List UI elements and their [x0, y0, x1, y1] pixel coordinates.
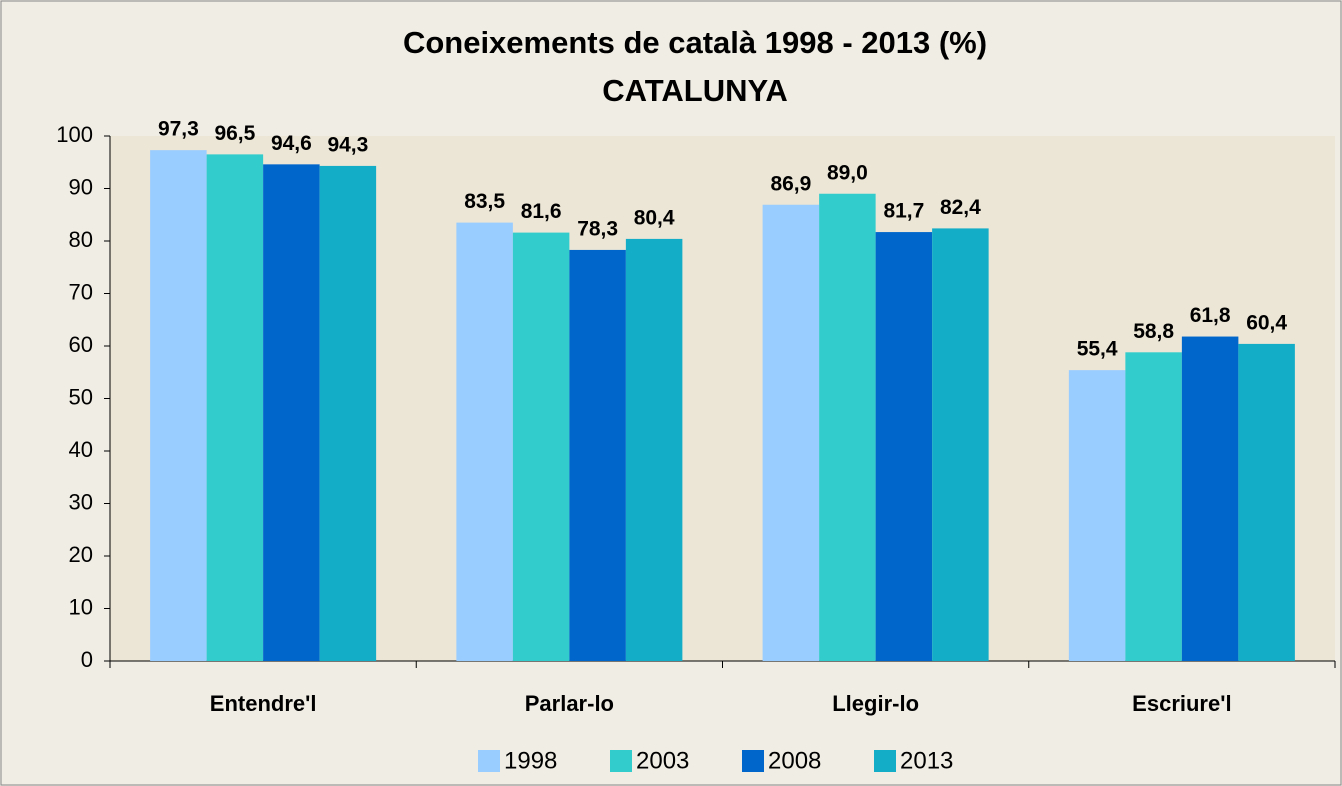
- data-label: 78,3: [577, 217, 618, 240]
- bar: [150, 150, 207, 662]
- bar: [819, 193, 876, 661]
- y-tick-label: 10: [69, 594, 93, 619]
- data-label: 80,4: [634, 206, 675, 229]
- y-tick-label: 80: [69, 227, 93, 252]
- data-label: 94,3: [327, 133, 368, 156]
- legend-label: 2013: [900, 747, 953, 774]
- legend-swatch: [742, 750, 764, 772]
- legend-swatch: [478, 750, 500, 772]
- data-label: 60,4: [1246, 311, 1287, 334]
- data-label: 82,4: [940, 196, 981, 219]
- bar: [932, 228, 989, 661]
- legend-label: 2008: [768, 747, 821, 774]
- data-label: 86,9: [770, 172, 811, 195]
- x-tick-label: Entendre'l: [210, 691, 317, 716]
- y-tick-label: 30: [69, 489, 93, 514]
- bar: [625, 238, 683, 661]
- x-tick-label: Escriure'l: [1132, 691, 1231, 716]
- bar: [263, 164, 320, 661]
- chart-title: Coneixements de català 1998 - 2013 (%): [403, 25, 987, 60]
- bar: [1068, 370, 1126, 661]
- data-label: 58,8: [1133, 320, 1174, 343]
- data-label: 97,3: [158, 118, 199, 141]
- x-tick-label: Llegir-lo: [832, 691, 919, 716]
- bar: [456, 222, 513, 661]
- legend-swatch: [874, 750, 896, 772]
- y-tick-label: 60: [69, 332, 93, 357]
- bar: [1181, 336, 1239, 661]
- data-label: 83,5: [464, 190, 505, 213]
- y-tick-label: 70: [69, 279, 93, 304]
- legend-swatch: [610, 750, 632, 772]
- bar: [1238, 343, 1295, 661]
- bar: [1125, 352, 1182, 661]
- x-tick-label: Parlar-lo: [525, 691, 614, 716]
- y-tick-label: 0: [81, 647, 93, 672]
- y-tick-label: 50: [69, 384, 93, 409]
- y-tick-label: 40: [69, 437, 93, 462]
- bar: [875, 232, 933, 661]
- bar: [512, 232, 570, 661]
- bar: [319, 165, 377, 662]
- chart-subtitle: CATALUNYA: [602, 73, 787, 108]
- bar: [569, 249, 626, 662]
- y-tick-label: 100: [56, 122, 93, 147]
- data-label: 89,0: [827, 161, 868, 184]
- data-label: 81,7: [883, 200, 924, 223]
- y-tick-label: 20: [69, 542, 93, 567]
- data-label: 81,6: [521, 200, 562, 223]
- data-label: 55,4: [1077, 338, 1118, 361]
- legend-label: 2003: [636, 747, 689, 774]
- y-tick-label: 90: [69, 174, 93, 199]
- legend-label: 1998: [504, 747, 557, 774]
- data-label: 94,6: [271, 132, 312, 155]
- bar: [762, 204, 820, 661]
- data-label: 96,5: [214, 122, 255, 145]
- data-label: 61,8: [1190, 304, 1231, 327]
- bar: [206, 154, 264, 661]
